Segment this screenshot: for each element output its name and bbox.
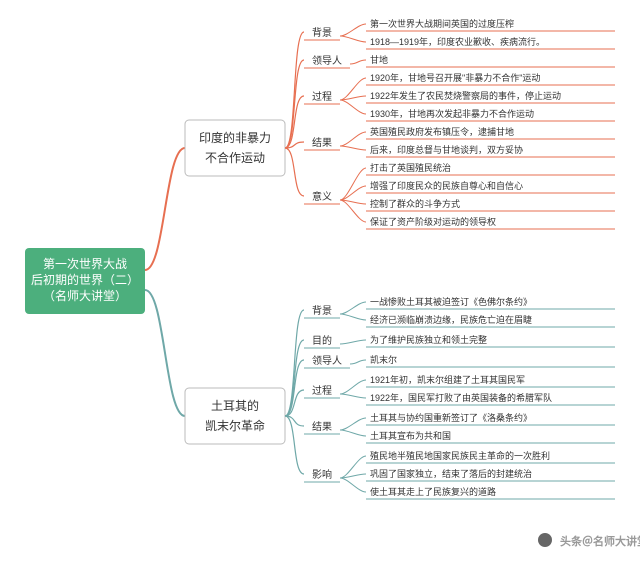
leaf-connector	[340, 394, 366, 398]
category-label: 领导人	[312, 354, 342, 367]
leaf-connector	[340, 478, 366, 492]
topic-title: 印度的非暴力	[199, 130, 271, 145]
leaf-text: 土耳其宣布为共和国	[370, 430, 451, 441]
leaf-connector	[350, 60, 366, 64]
category-label: 影响	[312, 468, 332, 481]
topic-title: 土耳其的	[211, 398, 259, 413]
leaf-text: 使土耳其走上了民族复兴的道路	[370, 486, 496, 497]
watermark-text: 头条＠名师大讲堂	[560, 534, 640, 548]
leaf-text: 1921年初，凯末尔组建了土耳其国民军	[370, 374, 525, 385]
leaf-connector	[340, 132, 366, 146]
leaf-text: 一战惨败土耳其被迫签订《色佛尔条约》	[370, 296, 532, 307]
leaf-connector	[340, 380, 366, 394]
leaf-connector	[340, 430, 366, 436]
leaf-text: 保证了资产阶级对运动的领导权	[370, 216, 496, 227]
leaf-text: 打击了英国殖民统治	[370, 162, 451, 173]
category-connector	[285, 32, 304, 148]
leaf-connector	[340, 146, 366, 150]
topic-node-turkey	[185, 388, 285, 444]
category-connector	[285, 60, 304, 148]
leaf-text: 增强了印度民众的民族自尊心和自信心	[370, 180, 523, 191]
leaf-text: 1920年，甘地号召开展"非暴力不合作"运动	[370, 72, 540, 83]
leaf-text: 为了维护民族独立和领土完整	[370, 334, 487, 345]
leaf-text: 巩固了国家独立，结束了落后的封建统治	[370, 468, 532, 479]
topic-node-india	[185, 120, 285, 176]
leaf-text: 1922年，国民军打败了由英国装备的希腊军队	[370, 392, 552, 403]
leaf-connector	[340, 314, 366, 320]
root-text: 第一次世界大战	[43, 257, 127, 271]
leaf-connector	[340, 36, 366, 42]
category-label: 背景	[312, 304, 332, 317]
leaf-connector	[340, 24, 366, 36]
branch-connector	[145, 148, 185, 270]
leaf-connector	[350, 360, 366, 364]
leaf-connector	[340, 418, 366, 430]
leaf-text: 1918—1919年，印度农业歉收、疾病流行。	[370, 36, 545, 47]
category-label: 领导人	[312, 54, 342, 67]
category-connector	[285, 390, 304, 416]
leaf-text: 1922年发生了农民焚烧警察局的事件，停止运动	[370, 90, 561, 101]
branch-connector	[145, 290, 185, 416]
category-label: 目的	[312, 334, 332, 347]
leaf-text: 控制了群众的斗争方式	[370, 198, 460, 209]
category-label: 背景	[312, 26, 332, 39]
leaf-text: 土耳其与协约国重新签订了《洛桑条约》	[370, 412, 532, 423]
leaf-text: 甘地	[370, 54, 388, 65]
leaf-connector	[340, 100, 366, 114]
root-text: 后初期的世界（二）	[31, 272, 139, 287]
category-connector	[285, 310, 304, 416]
leaf-text: 后来，印度总督与甘地谈判，双方妥协	[370, 144, 523, 155]
leaf-text: 第一次世界大战期间英国的过度压榨	[370, 18, 514, 29]
leaf-text: 经济已濒临崩溃边缘，民族危亡迫在眉睫	[370, 314, 532, 325]
leaf-text: 殖民地半殖民地国家民族民主革命的一次胜利	[370, 450, 550, 461]
category-connector	[285, 148, 304, 196]
topic-title: 凯末尔革命	[205, 418, 265, 433]
category-label: 结果	[312, 420, 332, 433]
root-text: （名师大讲堂）	[43, 288, 127, 303]
leaf-connector	[340, 302, 366, 314]
topic-title: 不合作运动	[205, 150, 265, 165]
category-label: 过程	[312, 90, 332, 103]
category-label: 过程	[312, 384, 332, 397]
category-label: 结果	[312, 136, 332, 149]
category-label: 意义	[312, 190, 332, 203]
leaf-connector	[340, 340, 366, 344]
leaf-text: 1930年，甘地再次发起非暴力不合作运动	[370, 108, 534, 119]
category-connector	[285, 416, 304, 474]
leaf-text: 英国殖民政府发布镇压令，逮捕甘地	[370, 126, 514, 137]
watermark-icon	[538, 533, 552, 547]
leaf-connector	[340, 168, 366, 200]
leaf-text: 凯末尔	[370, 354, 397, 365]
